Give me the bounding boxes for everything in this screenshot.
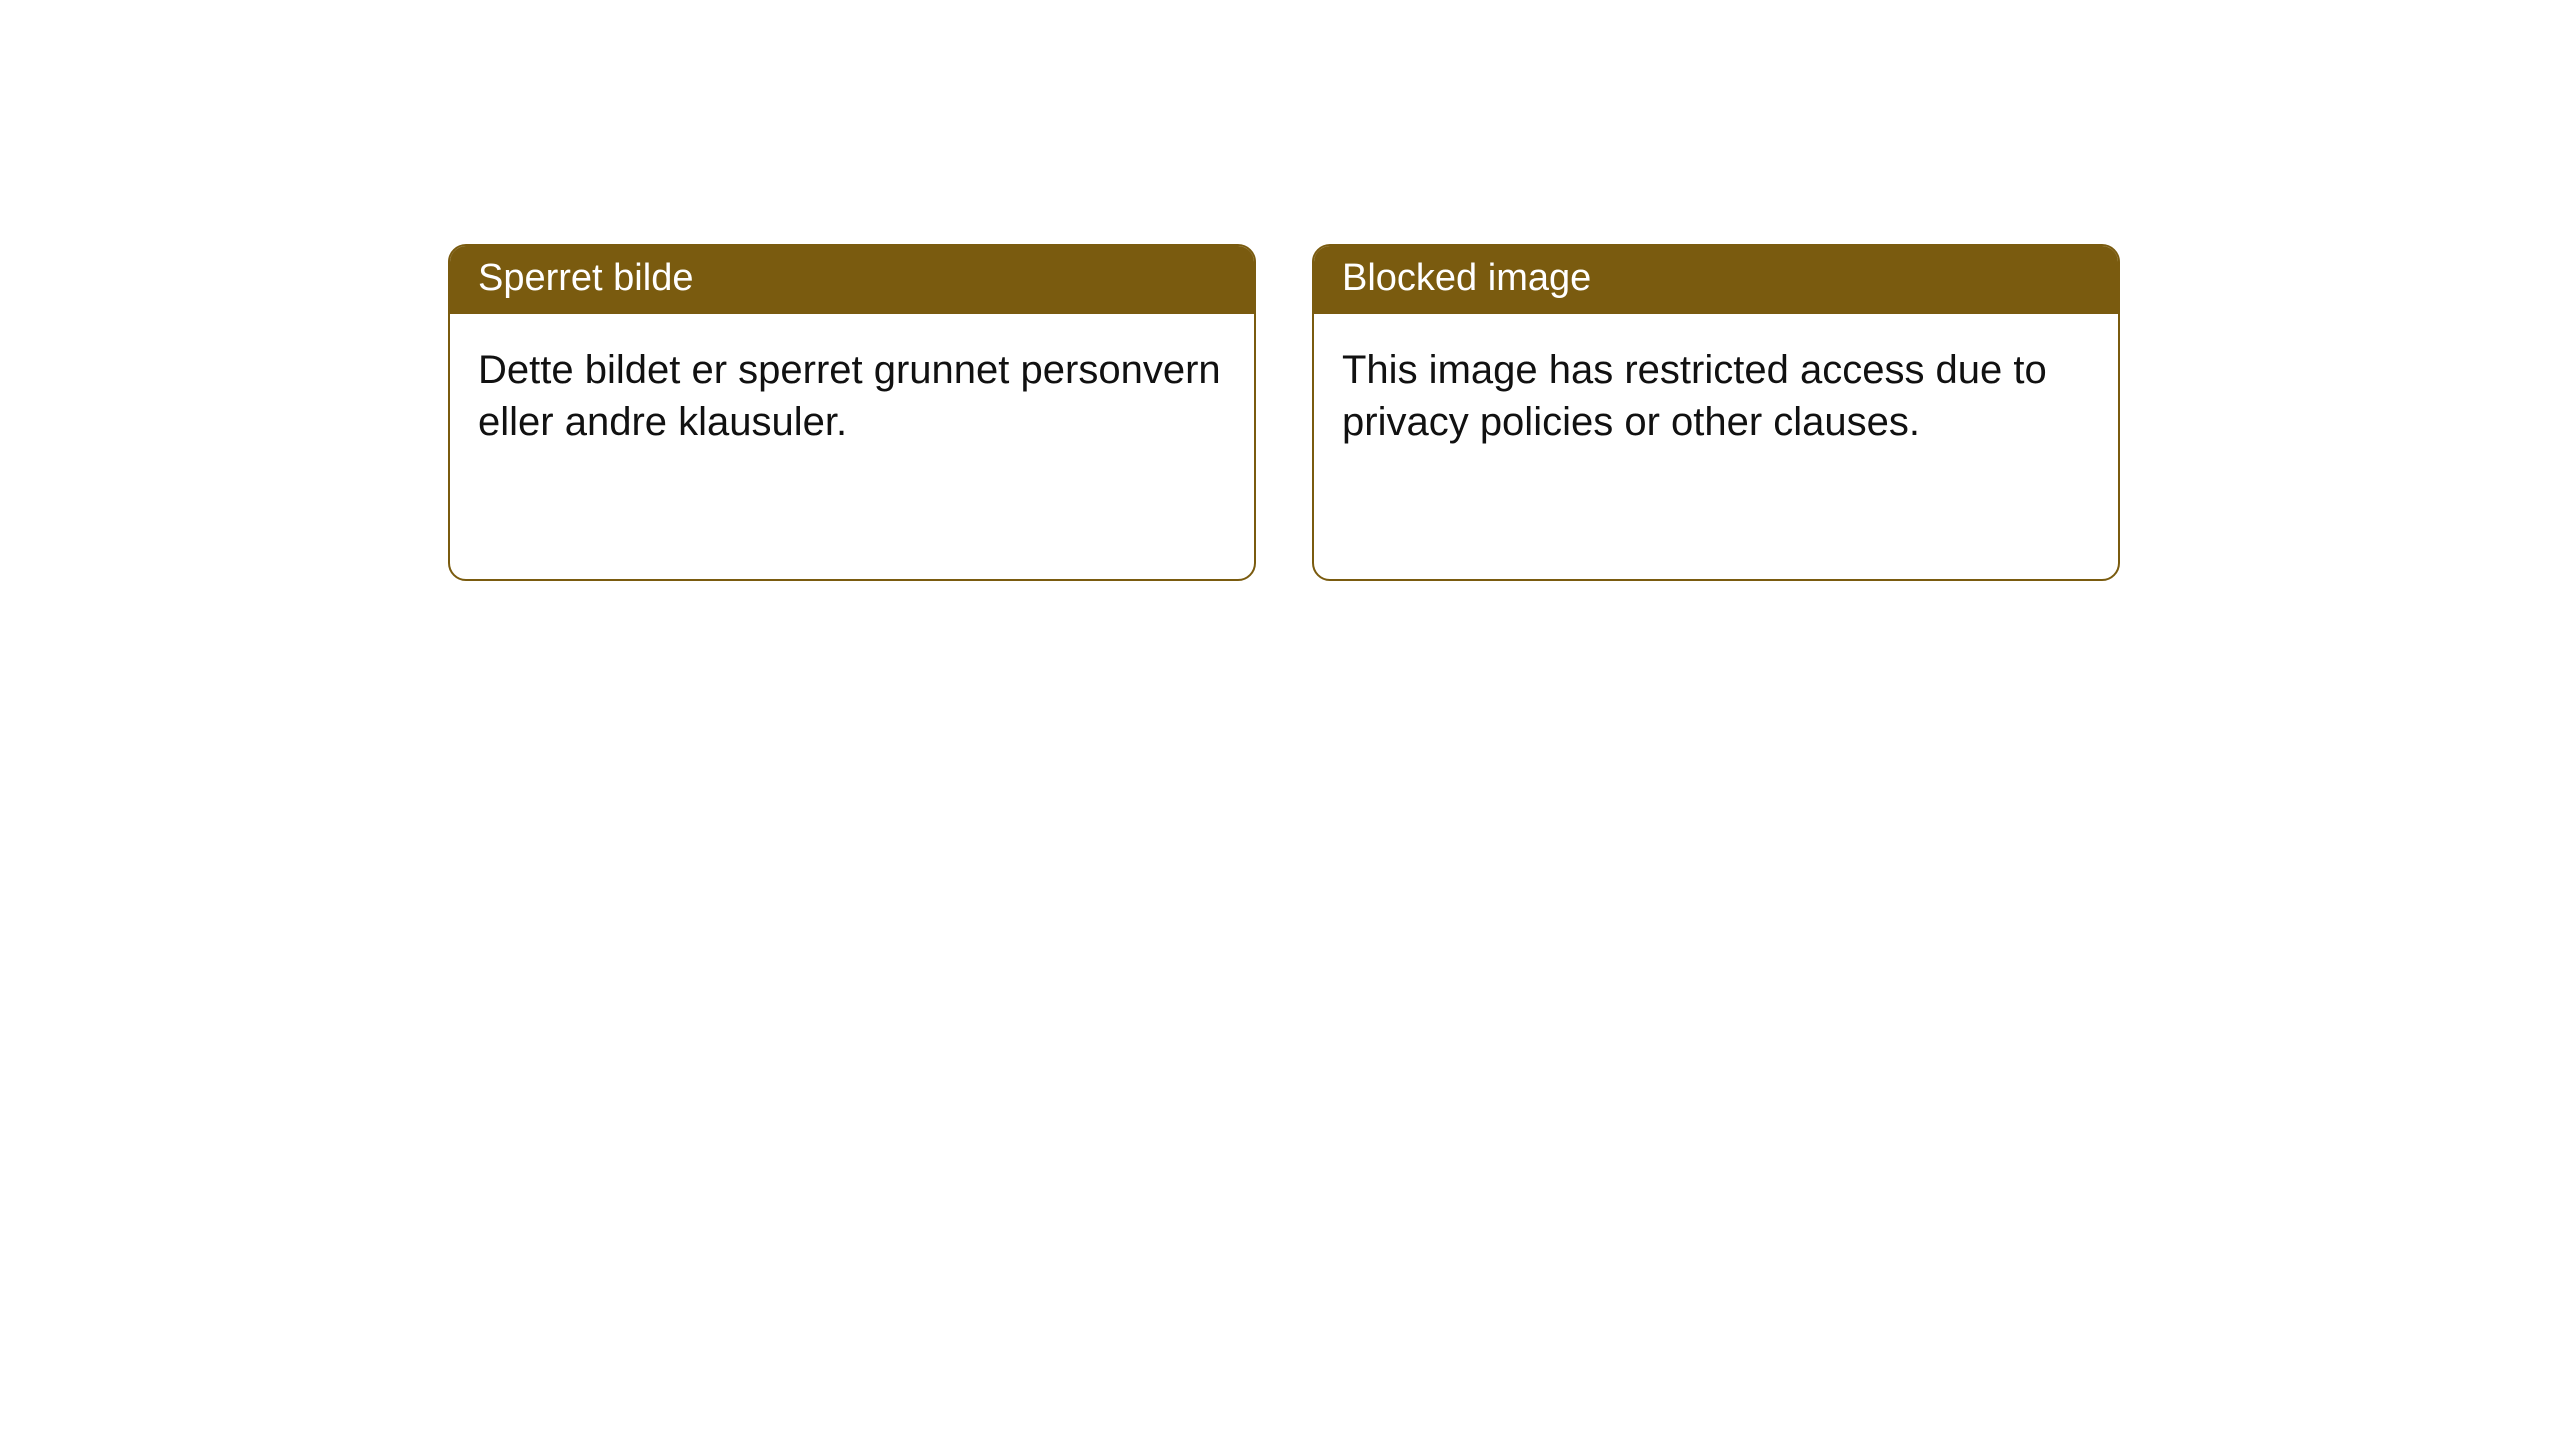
notice-container: Sperret bilde Dette bildet er sperret gr… [0, 0, 2560, 581]
notice-body-no: Dette bildet er sperret grunnet personve… [450, 314, 1254, 579]
notice-title-no: Sperret bilde [450, 246, 1254, 314]
notice-title-en: Blocked image [1314, 246, 2118, 314]
notice-box-en: Blocked image This image has restricted … [1312, 244, 2120, 581]
notice-body-en: This image has restricted access due to … [1314, 314, 2118, 579]
notice-box-no: Sperret bilde Dette bildet er sperret gr… [448, 244, 1256, 581]
